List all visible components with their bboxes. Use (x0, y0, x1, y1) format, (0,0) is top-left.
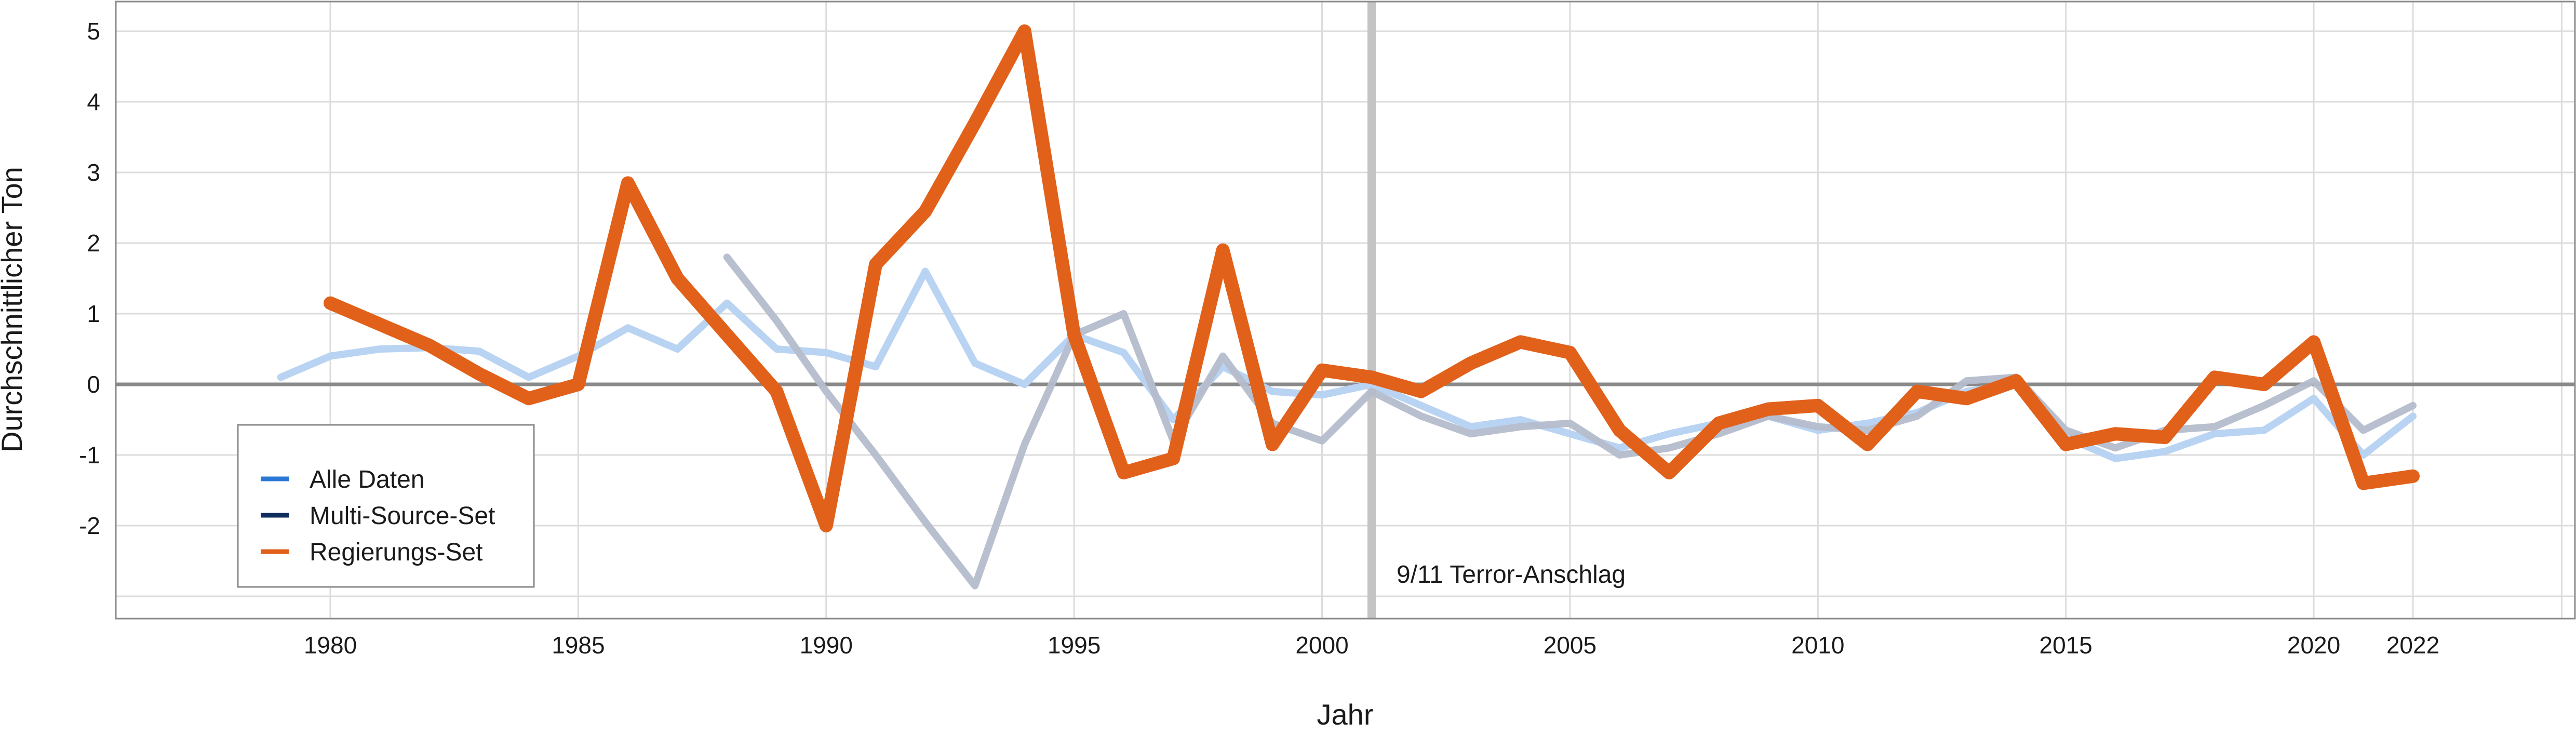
y-tick-label: 1 (87, 300, 100, 327)
series-layer (277, 24, 2420, 590)
series-line-regierungs-set (324, 24, 2420, 532)
y-tick-label: 3 (87, 159, 100, 186)
x-tick-label: 2005 (1544, 632, 1596, 659)
legend-label: Multi-Source-Set (310, 502, 495, 530)
x-tick-label: 1980 (304, 632, 357, 659)
y-tick-labels: 5 4 3 2 1 0 -1 -2 (79, 18, 100, 539)
y-tick-label: 2 (87, 230, 100, 257)
y-tick-label: 4 (87, 88, 100, 115)
legend: Alle Daten Multi-Source-Set Regierungs-Set (237, 424, 535, 588)
x-tick-label: 1985 (552, 632, 605, 659)
legend-box (237, 424, 535, 588)
y-tick-label: 0 (87, 371, 100, 398)
x-tick-label: 2015 (2039, 632, 2092, 659)
x-tick-label: 1990 (800, 632, 853, 659)
annotation-text-layer: 9/11 Terror-Anschlag (1397, 561, 1626, 588)
plot-frame (115, 1, 2576, 620)
y-tick-label: 5 (87, 18, 100, 45)
x-tick-label: 1995 (1048, 632, 1101, 659)
x-tick-label: 2010 (1791, 632, 1844, 659)
legend-label: Alle Daten (310, 466, 424, 493)
series-line-multi-source-set (723, 253, 2417, 590)
y-axis-title: Durchschnittlicher Ton (0, 167, 28, 452)
annotation-label: 9/11 Terror-Anschlag (1397, 561, 1626, 588)
x-tick-label: 2020 (2287, 632, 2340, 659)
y-tick-label: -2 (79, 512, 100, 539)
legend-label: Regierungs-Set (310, 539, 483, 566)
x-tick-label: 2022 (2386, 632, 2439, 659)
x-tick-labels: 1980 1985 1990 1995 2000 2005 2010 2015 2020 2022 (304, 632, 2439, 659)
y-tick-label: -1 (79, 441, 100, 469)
x-axis-title: Jahr (1317, 698, 1374, 731)
x-tick-label: 2000 (1295, 632, 1348, 659)
